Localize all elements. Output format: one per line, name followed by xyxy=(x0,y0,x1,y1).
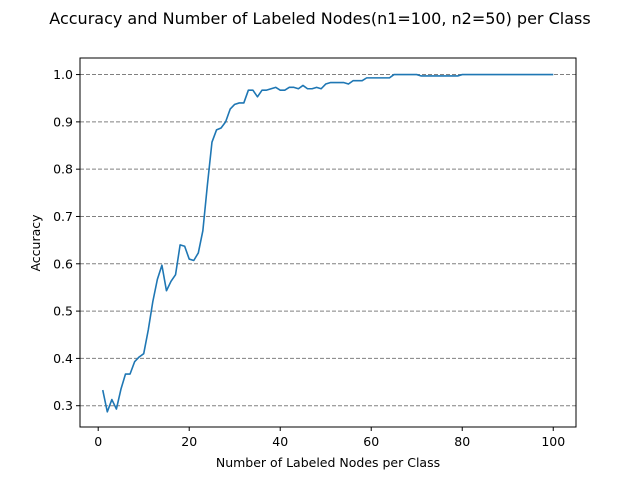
x-tick-label: 40 xyxy=(272,434,288,449)
plot-frame xyxy=(79,57,577,428)
x-tick-label: 60 xyxy=(363,434,379,449)
y-tick-label: 0.4 xyxy=(53,351,73,366)
tick-layer: 0.3 0.4 0.5 0.6 0.7 0.8 0.9 1.0 0 20 40 60 80 100 xyxy=(53,67,565,449)
y-tick-label: 0.3 xyxy=(53,398,73,413)
line-layer xyxy=(101,73,554,413)
y-axis-label: Accuracy xyxy=(28,214,43,272)
y-tick-label: 1.0 xyxy=(53,67,73,82)
chart-title: Accuracy and Number of Labeled Nodes(n1=… xyxy=(49,9,590,28)
y-tick-label: 0.8 xyxy=(53,162,73,177)
y-tick-label: 0.5 xyxy=(53,304,73,319)
x-tick-label: 0 xyxy=(94,434,102,449)
y-tick-label: 0.9 xyxy=(53,114,73,129)
x-tick-label: 20 xyxy=(181,434,197,449)
y-tick-label: 0.7 xyxy=(53,209,73,224)
accuracy-line xyxy=(101,73,554,413)
x-axis-label: Number of Labeled Nodes per Class xyxy=(216,455,440,470)
x-tick-label: 100 xyxy=(541,434,565,449)
y-tick-label: 0.6 xyxy=(53,256,73,271)
grid-layer xyxy=(80,74,576,407)
x-tick-label: 80 xyxy=(454,434,470,449)
